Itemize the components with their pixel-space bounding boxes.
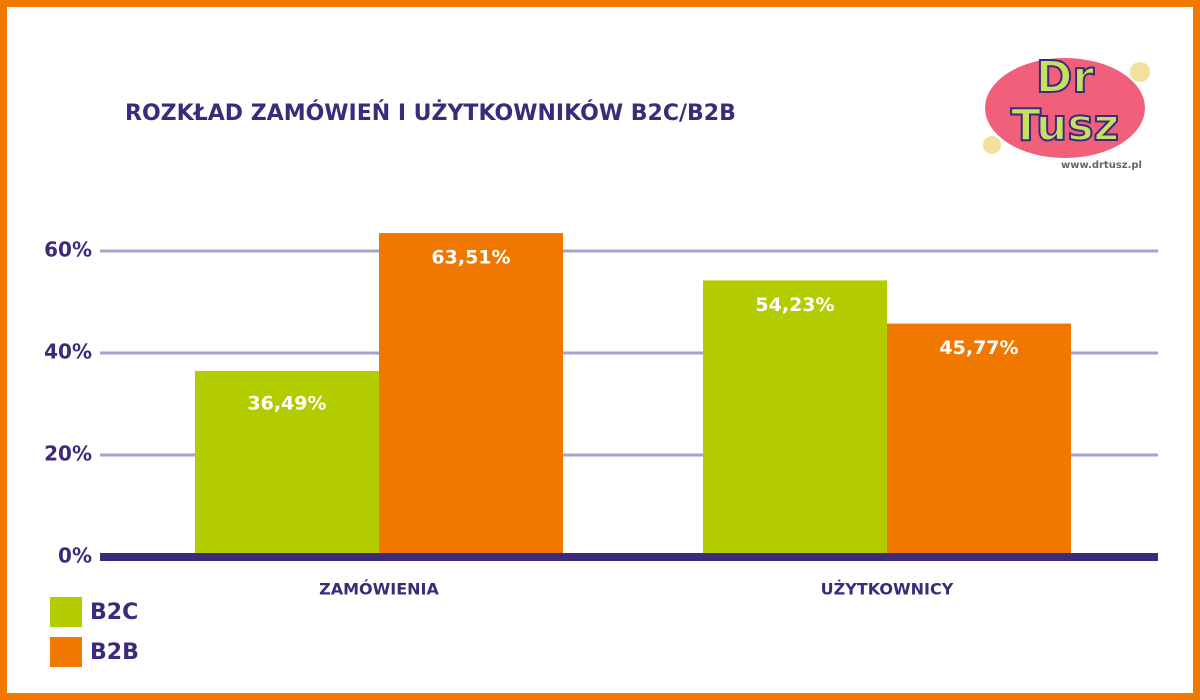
logo-dot — [983, 136, 1001, 154]
bar — [379, 233, 563, 557]
y-tick-label: 60% — [44, 238, 92, 262]
logo-text: Dr — [1036, 52, 1095, 103]
legend-label: B2C — [90, 600, 138, 625]
y-tick-label: 40% — [44, 340, 92, 364]
legend-swatch — [50, 597, 82, 627]
value-label: 54,23% — [755, 294, 834, 316]
bar — [195, 370, 379, 557]
logo-url: www.drtusz.pl — [1061, 160, 1142, 171]
value-label: 36,49% — [247, 392, 326, 414]
x-tick-label: UŻYTKOWNICY — [821, 580, 954, 599]
value-label: 45,77% — [939, 337, 1018, 359]
bar — [703, 280, 887, 557]
bar — [887, 323, 1071, 557]
legend-label: B2B — [90, 640, 139, 665]
logo: Dr Tusz www.drtusz.pl — [983, 51, 1150, 171]
y-tick-label: 20% — [44, 442, 92, 466]
chart-title: ROZKŁAD ZAMÓWIEŃ I UŻYTKOWNIKÓW B2C/B2B — [125, 100, 736, 126]
legend-swatch — [50, 637, 82, 667]
logo-text: Tusz — [1011, 100, 1119, 151]
logo-blob — [985, 58, 1145, 158]
y-tick-label: 0% — [58, 544, 92, 568]
logo-dot — [1130, 62, 1150, 82]
value-label: 63,51% — [431, 247, 510, 269]
x-tick-label: ZAMÓWIENIA — [319, 580, 439, 599]
